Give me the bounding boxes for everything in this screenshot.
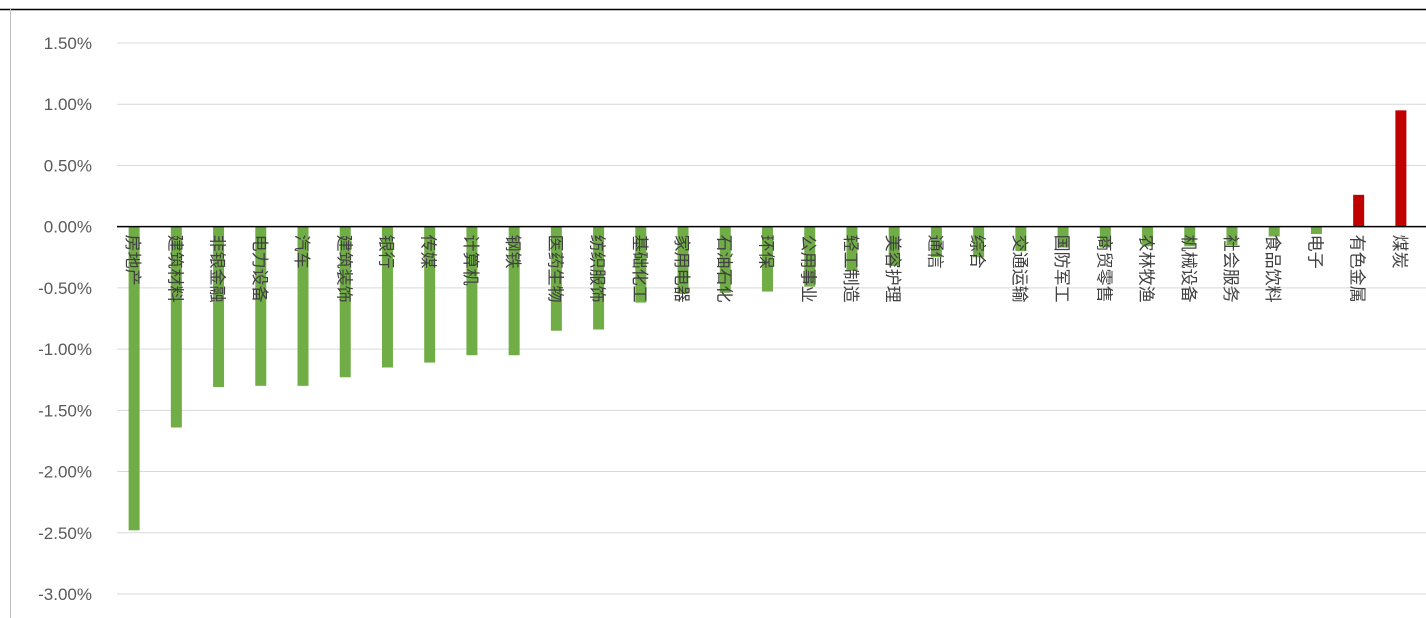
bar	[1057, 226, 1069, 248]
y-axis-tick-labels: 1.50% 1.00% 0.50% 0.00% -0.50% -1.00% -1.50% -2…	[38, 34, 92, 604]
bar	[1184, 226, 1196, 247]
bar	[255, 226, 267, 386]
bar	[804, 226, 816, 287]
x-category-label: 建筑材料	[164, 235, 184, 303]
x-category-label: 电力设备	[249, 235, 269, 303]
y-tick-label: 1.50%	[44, 34, 92, 53]
bar	[635, 226, 647, 303]
x-category-label: 环保	[756, 235, 776, 269]
bar	[846, 226, 858, 271]
x-category-label: 公用事业	[798, 235, 818, 303]
x-category-label: 美容护理	[882, 235, 902, 303]
x-category-label: 电子	[1304, 235, 1324, 269]
y-tick-label: -1.50%	[38, 401, 92, 420]
bar	[1142, 226, 1154, 247]
bar	[1015, 226, 1027, 252]
gridlines	[117, 42, 1426, 595]
x-category-label: 基础化工	[629, 235, 649, 303]
bar	[1226, 226, 1238, 246]
bar	[550, 226, 562, 331]
y-tick-label: -2.00%	[38, 463, 92, 482]
x-category-label: 汽车	[291, 235, 311, 269]
bar	[1099, 226, 1111, 248]
x-category-label: 钢铁	[502, 235, 522, 269]
x-category-label: 传媒	[418, 235, 438, 269]
bar	[297, 226, 309, 386]
y-tick-label: 0.50%	[44, 156, 92, 175]
bar	[677, 226, 689, 295]
y-tick-label: -0.50%	[38, 279, 92, 298]
x-category-label: 综合	[967, 235, 987, 269]
bar	[424, 226, 436, 363]
x-category-label: 煤炭	[1389, 235, 1409, 269]
y-tick-label: -3.00%	[38, 585, 92, 604]
x-category-label: 通信	[924, 235, 944, 269]
x-category-label: 房地产	[122, 235, 142, 286]
x-category-label: 医药生物	[544, 235, 564, 303]
y-tick-label: -2.50%	[38, 524, 92, 543]
bar	[508, 226, 520, 356]
x-category-label: 建筑装饰	[333, 235, 353, 303]
bar	[762, 226, 773, 292]
bar	[593, 226, 605, 330]
bar	[930, 226, 942, 258]
x-category-label: 交通运输	[1009, 235, 1029, 303]
bar	[170, 226, 182, 428]
bar	[128, 226, 140, 531]
bars	[128, 110, 1407, 531]
bar	[381, 226, 393, 368]
x-category-label: 有色金属	[1347, 235, 1367, 303]
bar	[1353, 194, 1365, 227]
bar	[339, 226, 351, 378]
bar	[1268, 226, 1280, 237]
x-category-label: 计算机	[460, 235, 480, 286]
x-category-label: 非银金融	[207, 235, 227, 303]
bar	[973, 226, 985, 258]
x-category-label: 石油石化	[713, 235, 733, 303]
bar	[719, 226, 731, 293]
x-category-label: 农林牧渔	[1136, 235, 1156, 303]
x-category-label: 社会服务	[1220, 235, 1240, 303]
x-category-label: 机械设备	[1178, 235, 1198, 303]
x-category-label: 银行	[375, 235, 395, 269]
bar	[466, 226, 478, 356]
y-tick-label: -1.00%	[38, 340, 92, 359]
x-category-label: 国防军工	[1051, 235, 1071, 303]
bar	[1395, 110, 1407, 227]
x-axis-category-labels: 房地产 建筑材料 非银金融 电力设备 汽车 建筑装饰 银行 传媒 计算机 钢铁 医药生物 纺织服饰 基础…	[122, 235, 1409, 303]
bar	[888, 226, 900, 266]
bar	[1310, 226, 1322, 235]
x-category-label: 食品饮料	[1262, 235, 1282, 303]
x-category-label: 纺织服饰	[587, 235, 607, 303]
y-tick-label: 1.00%	[44, 95, 92, 114]
x-category-label: 商贸零售	[1093, 235, 1113, 303]
x-category-label: 轻工制造	[840, 235, 860, 303]
x-category-label: 家用电器	[671, 235, 691, 303]
y-tick-label: 0.00%	[44, 218, 92, 237]
bar	[213, 226, 225, 388]
